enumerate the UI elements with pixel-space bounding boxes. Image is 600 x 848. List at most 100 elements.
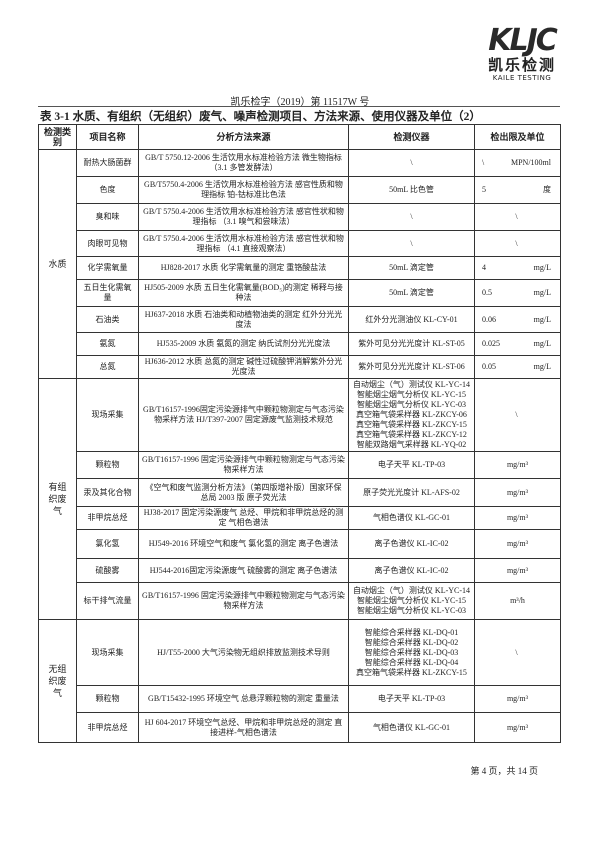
item-cell: 氨氮	[76, 332, 139, 356]
table-row: 五日生化需氧量 HJ505-2009 水质 五日生化需氧量(BOD₅)的测定 稀释…	[39, 279, 561, 307]
limit-cell: 0.5 mg/L	[474, 279, 561, 307]
instrument-cell: 紫外可见分光光度计 KL-ST-06	[348, 355, 475, 379]
item-cell: 颗粒物	[76, 685, 139, 713]
instrument: 气相色谱仪 KL-GC-01	[372, 513, 451, 522]
method-cell: GB/T 5750.12-2006 生活饮用水标准检验方法 微生物指标 （3.1…	[138, 149, 349, 177]
table-row: 颗粒物 GB/T15432-1995 环境空气 总悬浮颗粒物的测定 重量法 电子天平…	[39, 685, 561, 713]
limit-box: 0.06 mg/L	[478, 315, 557, 325]
method-cell: HJ 604-2017 环境空气总烃、甲烷和非甲烷总烃的测定 直接进样-气相色谱…	[138, 712, 349, 743]
limit-box: 0.05 mg/L	[478, 362, 557, 372]
instrument-cell: \	[348, 230, 475, 257]
limit-cell: \	[474, 203, 561, 231]
item-cell: 标干排气流量	[76, 582, 139, 620]
table-row: 汞及其化合物 《空气和废气监测分析方法》（第四版增补版）国家环保总局 2003 版…	[39, 478, 561, 507]
method-cell: HJ38-2017 固定污染源废气 总烃、甲烷和非甲烷总烃的测定 气相色谱法	[138, 506, 349, 530]
method-cell: GB/T 5750.4-2006 生活饮用水标准检验方法 感官性状和物理指标 （…	[138, 203, 349, 231]
limit-cell: 0.06 mg/L	[474, 306, 561, 333]
item-cell: 总氮	[76, 355, 139, 379]
limit-unit: mg/L	[533, 314, 551, 324]
instrument-cell: 气相色谱仪 KL-GC-01	[348, 712, 475, 743]
methods-table: 检测类别 项目名称 分析方法来源 检测仪器 检出限及单位 水质 耐热大肠菌群 GB/T 57…	[38, 124, 561, 743]
table-row: 石油类 HJ637-2018 水质 石油类和动植物油类的测定 红外分光光度法 红外分…	[39, 306, 561, 333]
instrument-cell: \	[348, 203, 475, 231]
instrument-cell: 紫外可见分光光度计 KL-ST-05	[348, 332, 475, 356]
instrument-cell: 原子荧光光度计 KL-AFS-02	[348, 478, 475, 507]
category-cell: 水质	[38, 149, 77, 379]
header-rule	[38, 106, 560, 107]
instrument: 智能综合采样器 KL-DQ-02	[364, 637, 459, 647]
limit-value: 5	[482, 185, 486, 194]
instrument: 真空箱气袋采样器 KL-ZKCY-12	[356, 430, 467, 439]
limit-value: 0.05	[482, 362, 496, 371]
instrument: 智能烟尘烟气分析仪 KL-YC-15	[356, 596, 467, 605]
method-cell: GB/T16157-1996固定污染源排气中颗粒物测定与气态污染物采样方法 HJ…	[138, 378, 349, 452]
table-row: 臭和味 GB/T 5750.4-2006 生活饮用水标准检验方法 感官性状和物理指…	[39, 203, 561, 231]
limit-unit: m³/h	[510, 596, 525, 605]
item-cell: 色度	[76, 176, 139, 204]
instrument-cell: 离子色谱仪 KL-IC-02	[348, 558, 475, 583]
item-cell: 非甲烷总烃	[76, 506, 139, 530]
limit-box: \	[478, 648, 557, 658]
instrument: 真空箱气袋采样器 KL-ZKCY-06	[356, 410, 467, 419]
limit-value: \	[515, 647, 518, 657]
table-row: 肉眼可见物 GB/T 5750.4-2006 生活饮用水标准检验方法 感官性状和物…	[39, 230, 561, 257]
limit-cell: mg/m³	[474, 451, 561, 479]
method-cell: GB/T 5750.4-2006 生活饮用水标准检验方法 感官性状和物理指标 （…	[138, 230, 349, 257]
table-row: 色度 GB/T5750.4-2006 生活饮用水标准检验方法 感官性质和物理指标 …	[39, 176, 561, 204]
limit-value: \	[515, 212, 518, 221]
limit-cell: m³/h	[474, 582, 561, 620]
limit-box: 4 mg/L	[478, 263, 557, 273]
instrument: \	[410, 238, 413, 248]
instrument-cell: 50mL 滴定管	[348, 256, 475, 280]
item-cell: 现场采集	[76, 378, 139, 452]
instrument: 智能烟尘烟气分析仪 KL-YC-15	[356, 390, 467, 399]
method-cell: HJ505-2009 水质 五日生化需氧量(BOD₅)的测定 稀释与接种法	[138, 279, 349, 307]
limit-value: \	[482, 158, 485, 167]
instrument: 智能综合采样器 KL-DQ-01	[364, 627, 459, 637]
limit-value: \	[515, 238, 518, 248]
instrument-cell: 红外分光测油仪 KL-CY-01	[348, 306, 475, 333]
table-row: 水质 耐热大肠菌群 GB/T 5750.12-2006 生活饮用水标准检验方法 微生…	[38, 149, 561, 379]
table-row: 非甲烷总烃 HJ38-2017 固定污染源废气 总烃、甲烷和非甲烷总烃的测定 气相…	[39, 506, 561, 530]
logo-mark: KLJC	[488, 23, 558, 58]
limit-box: 0.5 mg/L	[478, 288, 557, 298]
item-cell: 石油类	[76, 306, 139, 333]
method-cell: GB/T15432-1995 环境空气 总悬浮颗粒物的测定 重量法	[138, 685, 349, 713]
instrument: 50mL 滴定管	[389, 288, 434, 297]
instrument: 自动烟尘（气）测试仪 KL-YC-14	[352, 586, 471, 595]
instrument: 紫外可见分光光度计 KL-ST-05	[358, 339, 465, 348]
table-row: 化学需氧量 HJ828-2017 水质 化学需氧量的测定 重铬酸盐法 50mL 滴定…	[39, 256, 561, 280]
method-cell: HJ828-2017 水质 化学需氧量的测定 重铬酸盐法	[138, 256, 349, 280]
instrument: 电子天平 KL-TP-03	[377, 694, 446, 703]
limit-cell: \ MPN/100ml	[474, 149, 561, 177]
column-header: 检出限及单位	[474, 124, 561, 150]
limit-unit: mg/m³	[506, 694, 529, 703]
limit-cell: \	[474, 619, 561, 686]
instrument: 红外分光测油仪 KL-CY-01	[365, 314, 458, 324]
table-title: 表 3-1 水质、有组织（无组织）废气、噪声检测项目、方法来源、使用仪器及单位（…	[40, 111, 481, 123]
instrument-cell: 电子天平 KL-TP-03	[348, 685, 475, 713]
limit-unit: mg/L	[533, 263, 551, 272]
instrument-cell: 电子天平 KL-TP-03	[348, 451, 475, 479]
table-row: 颗粒物 GB/T16157-1996 固定污染源排气中颗粒物测定与气态污染物采样方…	[39, 451, 561, 479]
item-cell: 化学需氧量	[76, 256, 139, 280]
item-cell: 五日生化需氧量	[76, 279, 139, 307]
table-row: 总氮 HJ636-2012 水质 总氮的测定 碱性过硫酸钾消解紫外分光光度法 紫外可…	[39, 355, 561, 379]
item-cell: 现场采集	[76, 619, 139, 686]
limit-unit: mg/m³	[506, 513, 529, 522]
instrument-cell: 50mL 比色管	[348, 176, 475, 204]
page-footer: 第 4 页，共 14 页	[470, 766, 538, 776]
limit-unit: mg/m³	[506, 487, 529, 497]
item-cell: 臭和味	[76, 203, 139, 231]
header-row: 检测类别 项目名称 分析方法来源 检测仪器 检出限及单位	[38, 124, 561, 150]
table-row: 硫酸雾 HJ544-2016固定污染源废气 硫酸雾的测定 离子色谱法 离子色谱仪 K…	[39, 558, 561, 583]
limit-unit: MPN/100ml	[510, 158, 551, 167]
method-cell: HJ/T55-2000 大气污染物无组织排放监测技术导则	[138, 619, 349, 686]
item-cell: 肉眼可见物	[76, 230, 139, 257]
limit-cell: mg/m³	[474, 529, 561, 559]
limit-value: 0.06	[482, 314, 496, 324]
instrument: 智能烟尘烟气分析仪 KL-YC-03	[356, 606, 467, 615]
